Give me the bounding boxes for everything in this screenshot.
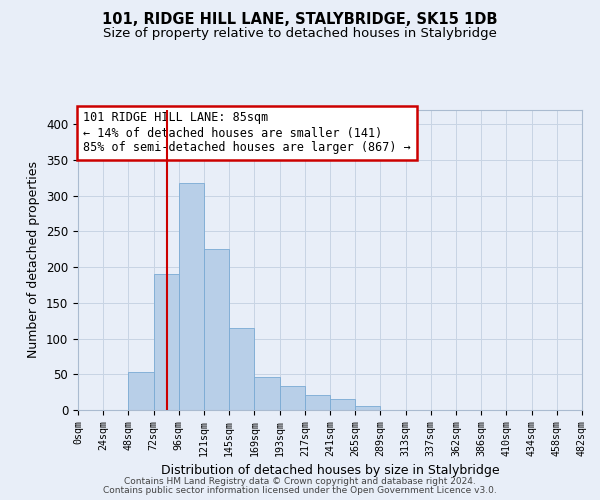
Text: Contains public sector information licensed under the Open Government Licence v3: Contains public sector information licen… <box>103 486 497 495</box>
Text: Contains HM Land Registry data © Crown copyright and database right 2024.: Contains HM Land Registry data © Crown c… <box>124 477 476 486</box>
Bar <box>280 386 305 410</box>
Bar <box>305 395 330 410</box>
Y-axis label: Number of detached properties: Number of detached properties <box>28 162 40 358</box>
Bar <box>229 328 254 410</box>
Bar <box>128 372 154 410</box>
Bar <box>355 406 380 410</box>
Bar <box>179 183 204 410</box>
Bar <box>254 377 280 410</box>
Text: Size of property relative to detached houses in Stalybridge: Size of property relative to detached ho… <box>103 28 497 40</box>
Bar <box>154 274 179 410</box>
X-axis label: Distribution of detached houses by size in Stalybridge: Distribution of detached houses by size … <box>161 464 499 477</box>
Text: 101 RIDGE HILL LANE: 85sqm
← 14% of detached houses are smaller (141)
85% of sem: 101 RIDGE HILL LANE: 85sqm ← 14% of deta… <box>83 112 411 154</box>
Bar <box>330 398 355 410</box>
Text: 101, RIDGE HILL LANE, STALYBRIDGE, SK15 1DB: 101, RIDGE HILL LANE, STALYBRIDGE, SK15 … <box>102 12 498 28</box>
Bar <box>204 250 229 410</box>
